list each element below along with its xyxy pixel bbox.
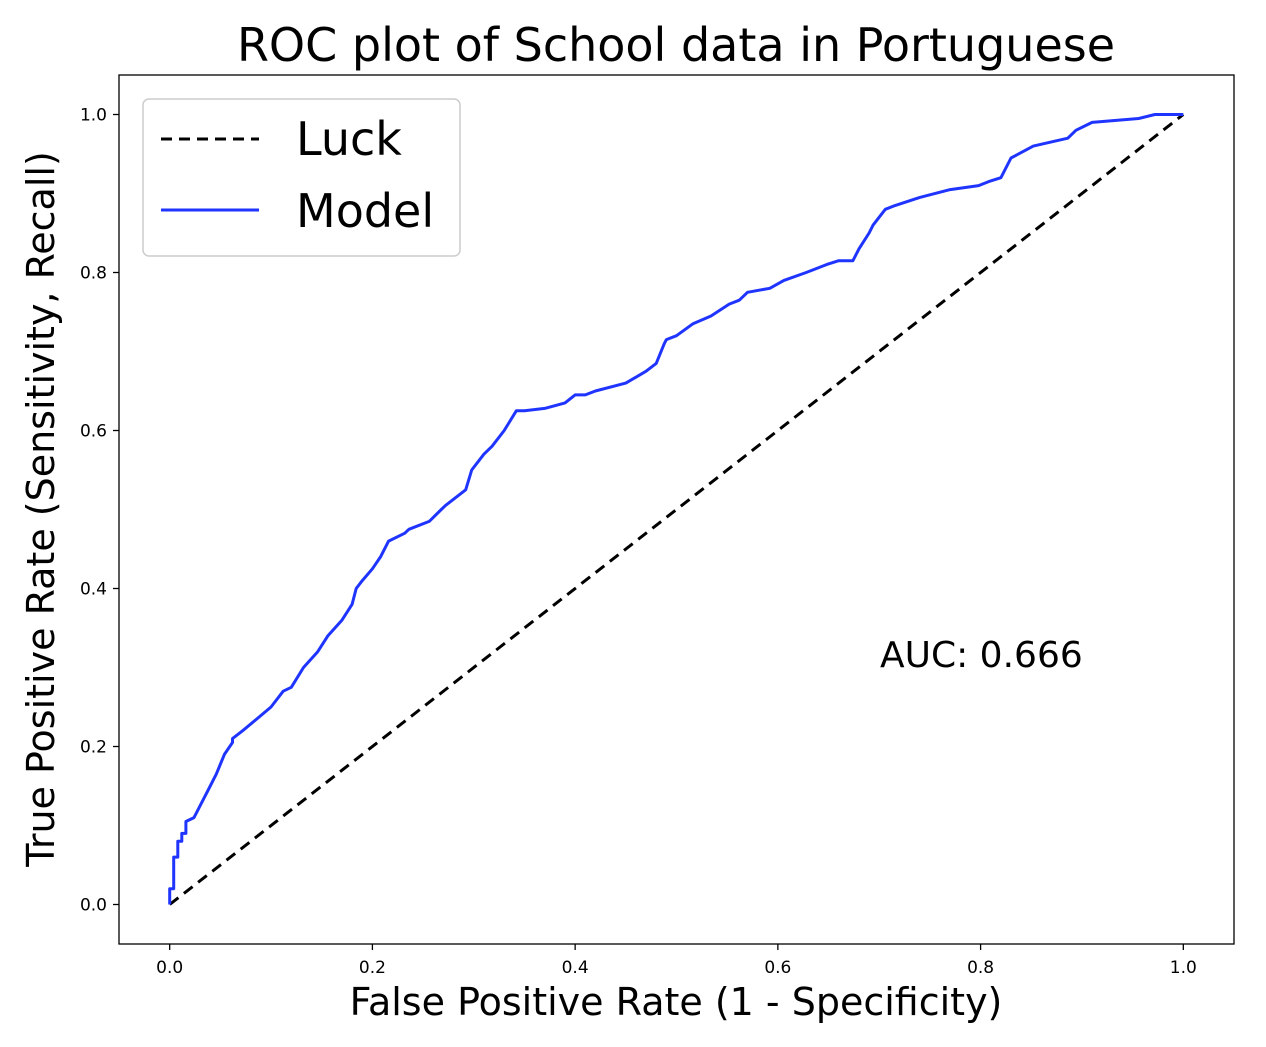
x-tick-label: 0.6 [764, 958, 791, 978]
legend-model-label: Model [296, 184, 434, 238]
y-axis-label: True Positive Rate (Sensitivity, Recall) [19, 151, 63, 868]
y-tick-label: 1.0 [80, 106, 107, 126]
y-tick-label: 0.0 [80, 896, 107, 916]
x-axis-ticks: 0.0 0.2 0.4 0.6 0.8 1.0 [156, 944, 1197, 978]
x-tick-label: 0.2 [359, 958, 386, 978]
y-tick-label: 0.4 [80, 580, 107, 600]
x-tick-label: 0.0 [156, 958, 183, 978]
chart-title: ROC plot of School data in Portuguese [237, 18, 1115, 72]
series-line-luck [168, 113, 1185, 906]
y-tick-label: 0.8 [80, 264, 107, 284]
x-tick-label: 0.4 [562, 958, 589, 978]
series-line-model [168, 113, 1184, 905]
series-layer [168, 113, 1185, 906]
y-tick-label: 0.2 [80, 738, 107, 758]
x-tick-label: 1.0 [1170, 958, 1197, 978]
x-axis-label: False Positive Rate (1 - Specificity) [350, 980, 1003, 1024]
auc-annotation: AUC: 0.666 [880, 635, 1083, 676]
y-tick-label: 0.6 [80, 422, 107, 442]
legend-luck-label: Luck [296, 112, 402, 166]
y-axis-ticks: 0.0 0.2 0.4 0.6 0.8 1.0 [80, 106, 119, 916]
x-tick-label: 0.8 [967, 958, 994, 978]
legend: Luck Model [142, 98, 461, 257]
